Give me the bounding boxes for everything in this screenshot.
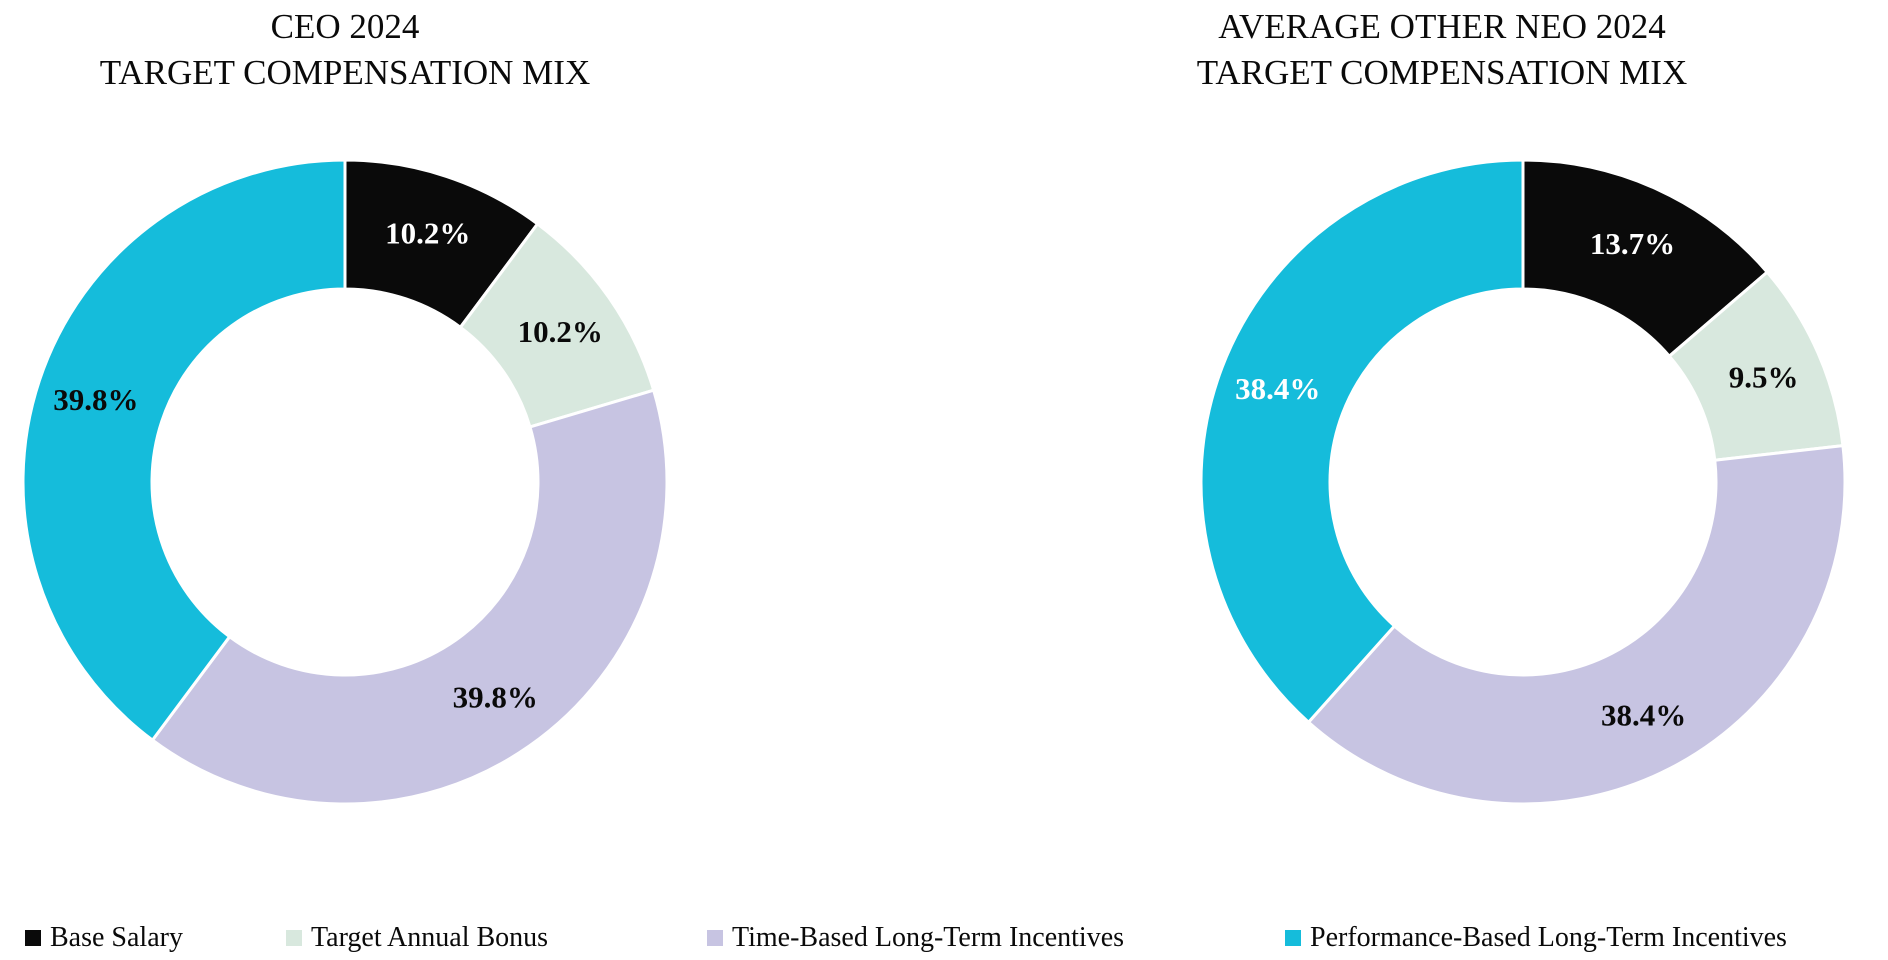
legend-item-target-annual-bonus: Target Annual Bonus: [286, 922, 548, 954]
neo-donut-chart: 13.7% 9.5% 38.4% 38.4%: [1199, 158, 1847, 806]
slice-label-performance-based-long-term-incentives: 38.4%: [1235, 371, 1320, 406]
slice-label-performance-based-long-term-incentives: 39.8%: [53, 382, 138, 417]
legend-swatch-time-based-lti: [707, 930, 723, 946]
legend-label-time-based-lti: Time-Based Long-Term Incentives: [732, 922, 1125, 953]
legend-swatch-performance-based-lti: [1285, 930, 1301, 946]
slice-time-based-long-term-incentives: [150, 388, 669, 806]
legend-item-performance-based-lti: Performance-Based Long-Term Incentives: [1285, 922, 1787, 954]
slice-performance-based-long-term-incentives: [21, 158, 347, 742]
slice-time-based-long-term-incentives: [1307, 444, 1847, 806]
slice-label-target-annual-bonus: 9.5%: [1729, 360, 1799, 395]
slice-label-target-annual-bonus: 10.2%: [518, 314, 603, 349]
legend-swatch-base-salary: [25, 930, 41, 946]
slice-label-time-based-long-term-incentives: 38.4%: [1601, 698, 1686, 733]
ceo-chart-title-line2: TARGET COMPENSATION MIX: [99, 53, 591, 93]
neo-chart-title-line2: TARGET COMPENSATION MIX: [1196, 53, 1688, 93]
legend-item-base-salary: Base Salary: [25, 922, 183, 954]
slice-performance-based-long-term-incentives: [1199, 158, 1525, 724]
neo-chart-title-line1: AVERAGE OTHER NEO 2024: [1218, 7, 1666, 46]
legend-item-time-based-lti: Time-Based Long-Term Incentives: [707, 922, 1124, 954]
legend-swatch-target-annual-bonus: [286, 930, 302, 946]
legend-label-performance-based-lti: Performance-Based Long-Term Incentives: [1310, 922, 1787, 953]
ceo-chart-title: CEO 2024 TARGET COMPENSATION MIX: [15, 4, 675, 96]
slice-label-base-salary: 10.2%: [385, 215, 470, 250]
slice-label-time-based-long-term-incentives: 39.8%: [453, 680, 538, 715]
slice-label-base-salary: 13.7%: [1590, 226, 1675, 261]
legend-label-base-salary: Base Salary: [50, 922, 183, 953]
ceo-chart-title-line1: CEO 2024: [270, 7, 420, 46]
neo-chart-title: AVERAGE OTHER NEO 2024 TARGET COMPENSATI…: [1112, 4, 1772, 96]
legend-label-target-annual-bonus: Target Annual Bonus: [311, 922, 549, 953]
ceo-donut-chart: 10.2% 10.2% 39.8% 39.8%: [21, 158, 669, 806]
